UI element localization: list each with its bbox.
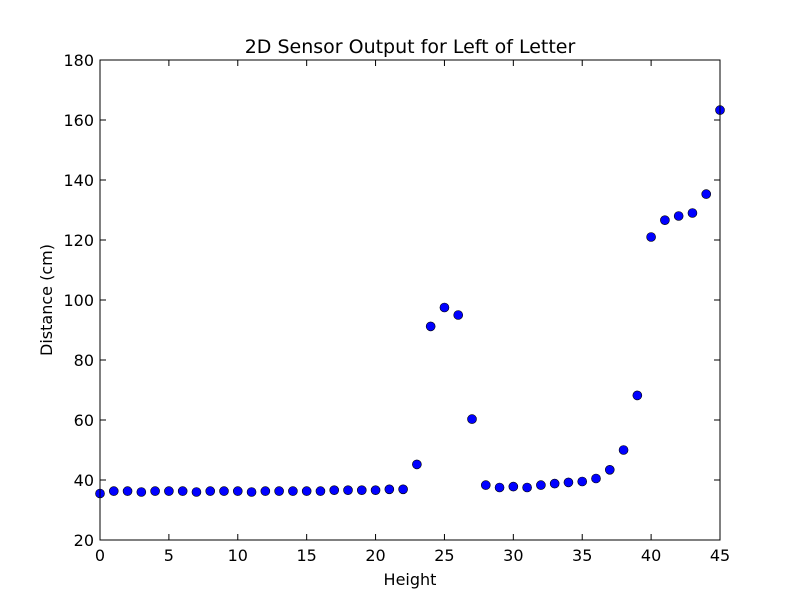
data-point — [370, 485, 381, 496]
data-point — [205, 486, 216, 496]
data-point — [660, 215, 670, 225]
data-point — [536, 480, 546, 490]
plot-frame — [99, 59, 721, 541]
data-point — [480, 480, 491, 490]
data-point — [136, 487, 147, 497]
y-tick-label: 160 — [63, 111, 94, 130]
y-tick-label: 40 — [74, 471, 94, 490]
data-point — [301, 486, 312, 496]
x-tick-label: 30 — [503, 546, 523, 565]
x-tick-label: 45 — [710, 546, 730, 565]
data-point — [315, 486, 326, 496]
y-tick-label: 80 — [74, 351, 94, 370]
data-point — [453, 310, 464, 320]
y-tick-label: 100 — [63, 291, 94, 310]
data-point — [508, 481, 519, 492]
data-point — [232, 486, 243, 496]
x-tick-label: 15 — [296, 546, 316, 565]
data-point — [219, 486, 229, 496]
data-point — [522, 482, 532, 493]
data-point — [274, 486, 284, 496]
y-tick-label: 60 — [74, 411, 94, 430]
y-tick-label: 120 — [63, 231, 94, 250]
x-tick-label: 35 — [572, 546, 592, 565]
x-axis-label: Height — [384, 570, 437, 589]
data-point — [412, 459, 422, 470]
x-tick-label: 0 — [95, 546, 105, 565]
data-point — [646, 232, 656, 242]
x-tick-label: 25 — [434, 546, 454, 565]
data-point — [122, 486, 133, 496]
data-point — [343, 485, 353, 496]
data-point — [150, 486, 160, 496]
data-point — [177, 486, 188, 496]
data-point — [618, 445, 629, 455]
data-point — [191, 487, 202, 497]
plot-area — [95, 105, 725, 499]
data-point — [288, 486, 298, 496]
y-tick-label: 140 — [63, 171, 94, 190]
data-point — [384, 484, 395, 495]
x-axis: 0 5 10 15 20 25 30 35 40 45 — [95, 60, 730, 565]
y-axis-label: Distance (cm) — [37, 244, 56, 356]
data-point — [494, 482, 505, 493]
data-point — [108, 486, 119, 496]
data-point — [425, 321, 436, 332]
data-point — [356, 485, 367, 496]
data-point — [632, 390, 643, 401]
data-point — [604, 464, 615, 475]
x-tick-label: 40 — [641, 546, 661, 565]
data-point — [701, 189, 712, 199]
data-point — [439, 302, 450, 313]
data-point — [673, 211, 684, 221]
x-tick-label: 10 — [228, 546, 248, 565]
data-point — [246, 487, 257, 497]
data-point — [687, 208, 698, 218]
data-point — [329, 485, 340, 496]
data-point — [549, 478, 560, 489]
data-point — [164, 486, 174, 496]
data-point — [467, 414, 477, 424]
chart-title: 2D Sensor Output for Left of Letter — [245, 36, 576, 58]
x-tick-label: 5 — [164, 546, 174, 565]
y-tick-label: 20 — [74, 531, 94, 550]
data-point — [398, 484, 408, 495]
data-point — [563, 477, 574, 488]
data-point — [260, 486, 271, 496]
x-tick-label: 20 — [365, 546, 385, 565]
data-point — [591, 473, 601, 484]
y-tick-label: 180 — [63, 51, 94, 70]
y-axis: 20 40 60 80 100 120 140 160 180 — [63, 51, 720, 550]
data-point — [577, 476, 588, 487]
